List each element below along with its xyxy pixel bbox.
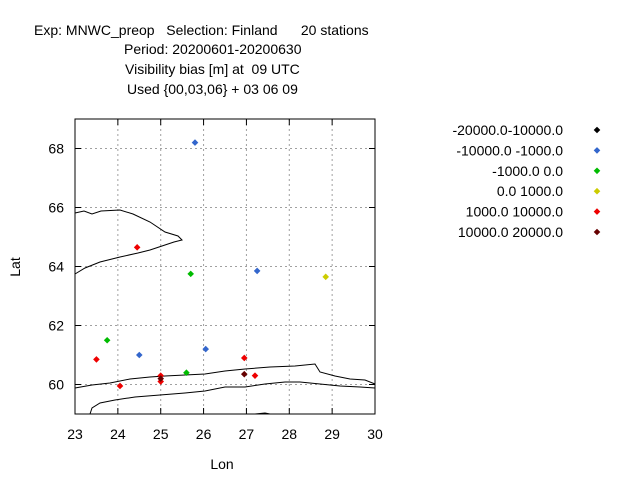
legend-label: 10000.0 20000.0 bbox=[458, 224, 563, 240]
y-tick-label: 66 bbox=[48, 200, 64, 216]
legend-marker bbox=[593, 208, 601, 215]
y-tick-label: 68 bbox=[48, 141, 64, 157]
data-point-series-1 bbox=[135, 351, 143, 359]
x-tick-label: 29 bbox=[324, 426, 340, 442]
legend-label: -10000.0 -1000.0 bbox=[456, 142, 563, 158]
legend-marker bbox=[593, 167, 601, 175]
legend-label: -20000.0-10000.0 bbox=[452, 122, 563, 138]
data-point-series-1 bbox=[191, 139, 199, 146]
legend-marker bbox=[593, 228, 601, 236]
legend: -20000.0-10000.0 -10000.0 -1000.0 -1000.0 … bbox=[452, 122, 601, 240]
data-point-series-5 bbox=[240, 370, 248, 378]
data-point-series-4 bbox=[251, 372, 259, 379]
y-tick-label: 62 bbox=[48, 318, 64, 334]
legend-marker bbox=[593, 187, 601, 195]
x-axis-label: Lon bbox=[210, 456, 233, 472]
x-tick-label: 30 bbox=[367, 426, 383, 442]
coastline-gulf-north bbox=[74, 363, 376, 389]
data-point-series-4 bbox=[93, 356, 100, 363]
data-point-series-4 bbox=[240, 354, 248, 362]
legend-marker bbox=[593, 147, 601, 154]
data-points bbox=[93, 139, 330, 390]
data-point-series-3 bbox=[322, 273, 330, 281]
title-line-2: Period: 20200601-20200630 bbox=[124, 41, 302, 57]
x-tick-label: 27 bbox=[239, 426, 255, 442]
coastline-gulf-south bbox=[89, 381, 376, 415]
title-line-3: Visibility bias [m] at 09 UTC bbox=[125, 61, 300, 77]
x-tick-label: 26 bbox=[196, 426, 212, 442]
ticks: 23 24 25 26 27 28 29 30 60 62 64 66 68 bbox=[48, 119, 383, 442]
coastline-bothnia bbox=[74, 209, 183, 275]
data-point-series-5 bbox=[157, 375, 165, 382]
data-point-series-4 bbox=[116, 382, 124, 390]
legend-label: -1000.0 0.0 bbox=[492, 163, 563, 179]
x-tick-label: 24 bbox=[110, 426, 126, 442]
title-line-4: Used {00,03,06} + 03 06 09 bbox=[127, 81, 298, 97]
data-point-series-2 bbox=[103, 336, 111, 344]
y-tick-label: 60 bbox=[48, 377, 64, 393]
data-point-series-2 bbox=[183, 369, 190, 376]
legend-label: 0.0 1000.0 bbox=[497, 183, 563, 199]
x-tick-label: 23 bbox=[67, 426, 83, 442]
x-tick-label: 25 bbox=[153, 426, 169, 442]
chart-title-block: Exp: MNWC_preop Selection: Finland 20 st… bbox=[34, 22, 369, 97]
title-line-1: Exp: MNWC_preop Selection: Finland 20 st… bbox=[34, 22, 369, 38]
data-point-series-4 bbox=[133, 244, 141, 251]
y-axis-label: Lat bbox=[7, 257, 23, 277]
x-tick-label: 28 bbox=[281, 426, 297, 442]
data-point-series-1 bbox=[202, 345, 210, 353]
legend-marker bbox=[593, 126, 601, 134]
data-point-series-1 bbox=[253, 267, 261, 275]
y-tick-label: 64 bbox=[48, 259, 64, 275]
grid bbox=[75, 119, 375, 414]
data-point-series-2 bbox=[187, 270, 195, 278]
legend-label: 1000.0 10000.0 bbox=[466, 204, 564, 220]
